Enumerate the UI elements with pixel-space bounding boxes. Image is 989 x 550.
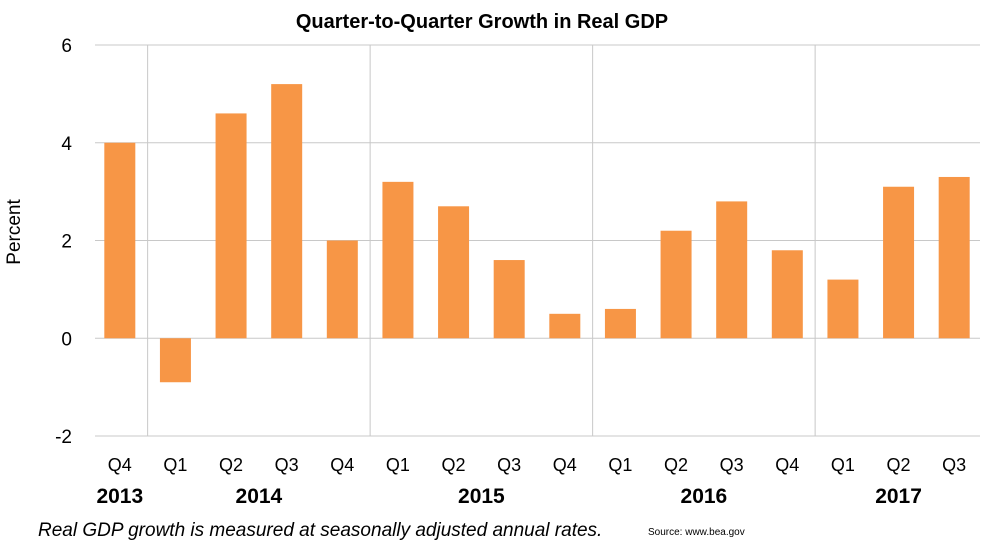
year-label: 2013 — [96, 485, 143, 508]
x-tick-label: Q2 — [664, 455, 688, 475]
x-tick-label: Q2 — [887, 455, 911, 475]
bar — [883, 186, 915, 339]
bar — [271, 84, 303, 339]
tick-labels: -2 0 2 4 6 Q4 Q1 Q2 Q3 Q4 Q1 Q2 Q3 Q4 Q1 Q2 Q3 Q4 Q1 Q2 Q3 20… — [55, 36, 966, 508]
y-tick-label: 2 — [61, 232, 72, 253]
y-axis-label: Percent — [4, 199, 25, 265]
x-tick-label: Q1 — [163, 455, 187, 475]
bar — [771, 250, 803, 339]
bar — [827, 279, 859, 339]
bar — [493, 260, 525, 339]
y-tick-label: -2 — [55, 427, 72, 448]
year-label: 2016 — [681, 485, 728, 508]
bar-chart: Quarter-to-Quarter Growth in Real GDP Pe… — [4, 11, 980, 508]
year-label: 2015 — [458, 485, 505, 508]
x-tick-label: Q1 — [386, 455, 410, 475]
x-tick-label: Q3 — [720, 455, 744, 475]
y-tick-label: 0 — [61, 329, 72, 350]
x-tick-label: Q4 — [330, 455, 354, 475]
year-dividers — [147, 45, 816, 436]
bar — [382, 181, 414, 339]
bars — [104, 84, 970, 383]
x-tick-label: Q1 — [831, 455, 855, 475]
source-note: Source: www.bea.gov — [648, 527, 745, 538]
y-tick-label: 6 — [61, 36, 72, 57]
x-tick-label: Q4 — [108, 455, 132, 475]
x-tick-label: Q4 — [775, 455, 799, 475]
bar — [660, 230, 692, 339]
x-tick-label: Q1 — [608, 455, 632, 475]
footnote: Real GDP growth is measured at seasonall… — [38, 520, 603, 541]
x-tick-label: Q4 — [553, 455, 577, 475]
x-tick-label: Q2 — [219, 455, 243, 475]
bar — [716, 201, 748, 339]
x-tick-label: Q2 — [442, 455, 466, 475]
chart-title: Quarter-to-Quarter Growth in Real GDP — [296, 11, 668, 33]
y-tick-label: 4 — [61, 134, 72, 155]
bar — [215, 113, 247, 339]
bar — [938, 176, 970, 339]
x-tick-label: Q3 — [275, 455, 299, 475]
bar — [159, 338, 191, 383]
bar — [104, 142, 136, 339]
bar — [604, 308, 636, 339]
bar — [438, 206, 470, 339]
year-label: 2017 — [875, 485, 922, 508]
x-tick-label: Q3 — [942, 455, 966, 475]
bar — [549, 313, 581, 339]
bar — [326, 240, 358, 339]
year-label: 2014 — [236, 485, 283, 508]
x-tick-label: Q3 — [497, 455, 521, 475]
